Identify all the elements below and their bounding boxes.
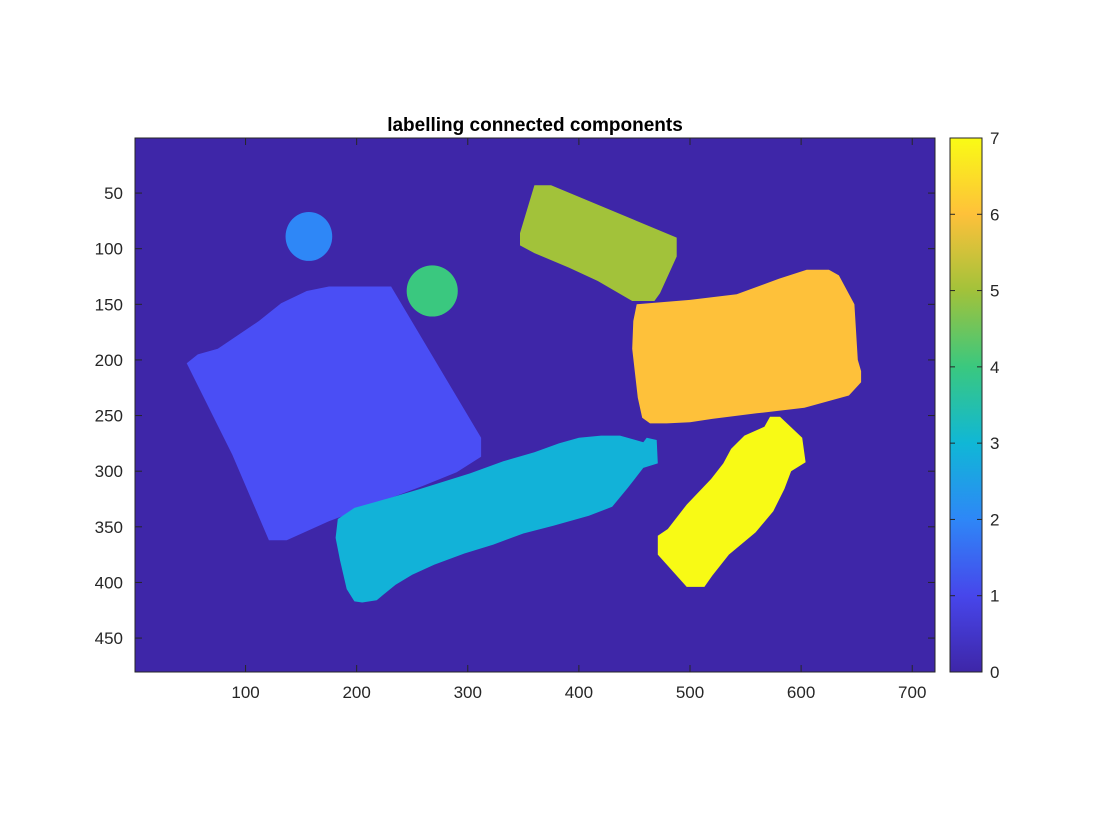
colorbar-tick-label: 5 (990, 282, 999, 301)
colorbar-ticks: 0 1 2 3 4 5 6 7 (950, 129, 999, 682)
x-tick-label: 400 (565, 683, 593, 702)
plot-frame (134, 137, 936, 673)
x-tick-label: 600 (787, 683, 815, 702)
component-5 (520, 185, 677, 301)
x-tick-label: 200 (342, 683, 370, 702)
image-axes: 100 200 300 400 500 600 700 50 100 150 200 250 300 3… (95, 137, 936, 702)
colorbar-frame (949, 137, 983, 673)
x-tick-label: 300 (454, 683, 482, 702)
y-tick-label: 100 (95, 240, 123, 259)
component-1 (186, 286, 482, 541)
colorbar-tick-label: 7 (990, 129, 999, 148)
colorbar-tick-label: 6 (990, 205, 999, 224)
y-tick-label: 300 (95, 462, 123, 481)
component-3 (335, 435, 658, 603)
y-axis: 50 100 150 200 250 300 350 400 450 (95, 184, 935, 648)
y-tick-label: 350 (95, 518, 123, 537)
y-tick-label: 450 (95, 629, 123, 648)
colorbar-tick-label: 3 (990, 434, 999, 453)
colorbar-tick-label: 0 (990, 663, 999, 682)
y-tick-label: 150 (95, 295, 123, 314)
component-6 (632, 269, 862, 424)
colorbar: 0 1 2 3 4 5 6 7 (949, 129, 999, 682)
y-tick-label: 50 (104, 184, 123, 203)
y-tick-label: 400 (95, 573, 123, 592)
x-tick-label: 700 (898, 683, 926, 702)
chart-title: labelling connected components (387, 115, 683, 136)
y-tick-label: 250 (95, 407, 123, 426)
component-7 (657, 416, 806, 587)
components-layer (186, 185, 862, 603)
x-tick-label: 100 (231, 683, 259, 702)
component-4 (406, 265, 458, 317)
colorbar-tick-label: 4 (990, 358, 999, 377)
colorbar-tick-label: 1 (990, 587, 999, 606)
colorbar-gradient (950, 138, 982, 672)
component-2 (285, 211, 333, 261)
y-tick-label: 200 (95, 351, 123, 370)
x-axis: 100 200 300 400 500 600 700 (231, 138, 926, 702)
x-tick-label: 500 (676, 683, 704, 702)
colorbar-tick-label: 2 (990, 510, 999, 529)
